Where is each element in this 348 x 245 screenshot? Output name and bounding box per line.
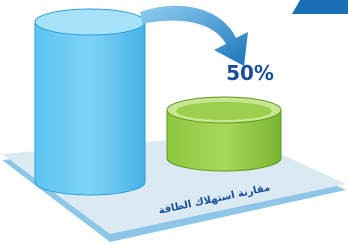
percent-label: 50% (226, 61, 274, 85)
green-cylinder-inner (176, 102, 272, 120)
arrow (140, 6, 248, 66)
blue-cylinder (35, 22, 145, 195)
blue-cylinder-top (35, 9, 145, 35)
corner-shape (292, 0, 348, 14)
illustration: 50% مقارنة استهلاك الطاقة (0, 0, 348, 245)
